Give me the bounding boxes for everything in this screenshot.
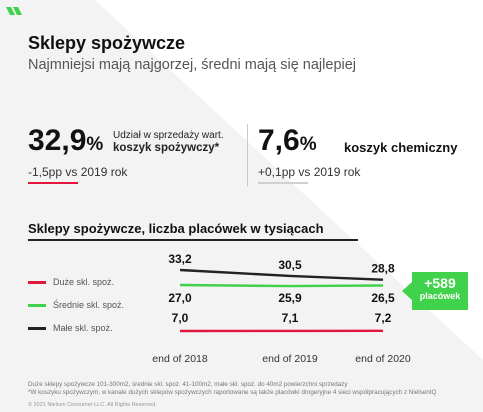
legend-label-medium: Średnie skl. spoż. — [53, 300, 125, 310]
badge-pointer — [402, 282, 412, 300]
kpi-chemical-value: 7,6 — [258, 124, 300, 157]
x-tick-label-2: end of 2020 — [355, 353, 411, 365]
series-line-2 — [179, 268, 384, 281]
x-tick-label-1: end of 2019 — [262, 353, 318, 365]
footnote-line2: *W koszyku spożywczym, w kanale dużych s… — [28, 389, 437, 396]
chart-title-underline — [28, 239, 358, 241]
legend-item-medium: Średnie skl. spoż. — [28, 300, 124, 310]
kpi-chemical-description: koszyk chemiczny — [344, 140, 458, 155]
kpi-chemical-change: +0,1pp vs 2019 rok — [258, 165, 361, 179]
growth-badge: +589 placówek — [412, 272, 468, 310]
chart-title: Sklepy spożywcze, liczba placówek w tysi… — [28, 221, 324, 236]
legend-swatch-large — [28, 280, 46, 284]
series-line-1 — [179, 283, 384, 288]
kpi-chemical-unit: % — [299, 134, 317, 155]
data-label-2-1: 30,5 — [278, 258, 302, 272]
growth-badge-value: +589 — [424, 275, 456, 291]
data-label-0-1: 7,1 — [282, 311, 299, 325]
x-tick-label-0: end of 2018 — [152, 353, 208, 365]
kpi-food-desc-line2: koszyk spożywczy* — [113, 142, 220, 154]
data-label-2-2: 28,8 — [371, 262, 395, 276]
data-label-1-0: 27,0 — [168, 291, 192, 305]
kpi-food-share: 32,9% — [28, 124, 103, 158]
footnote: Duże sklepy spożywcze 101-300m2, średnie… — [28, 381, 436, 397]
growth-badge-label: placówek — [419, 291, 461, 301]
kpi-food-description: Udział w sprzedaży wart. koszyk spożywcz… — [113, 129, 224, 155]
data-label-1-2: 26,5 — [371, 291, 395, 305]
legend-item-large: Duże skl. spoż. — [28, 277, 114, 287]
kpi-food-underline — [28, 182, 78, 184]
data-label-0-0: 7,0 — [172, 311, 189, 325]
kpi-food-change: -1,5pp vs 2019 rok — [28, 165, 128, 179]
data-label-0-2: 7,2 — [375, 311, 392, 325]
legend-label-small: Małe skl. spoż. — [53, 323, 113, 333]
copyright: © 2021 Nielsen Consumer LLC. All Rights … — [28, 402, 157, 408]
brand-logo-icon — [6, 7, 22, 15]
kpi-food-desc-line1: Udział w sprzedaży wart. — [113, 130, 224, 141]
legend-swatch-medium — [28, 303, 46, 307]
data-label-2-0: 33,2 — [168, 252, 192, 266]
data-label-1-1: 25,9 — [278, 291, 302, 305]
footnote-line1: Duże sklepy spożywcze 101-300m2, średnie… — [28, 381, 348, 388]
kpi-food-value: 32,9 — [28, 124, 87, 157]
kpi-chemical-share: 7,6% — [258, 124, 317, 158]
kpi-chemical-underline — [258, 182, 308, 184]
legend-swatch-small — [28, 326, 46, 330]
legend-label-large: Duże skl. spoż. — [53, 277, 115, 287]
kpi-divider — [247, 124, 248, 186]
legend-item-small: Małe skl. spoż. — [28, 323, 113, 333]
kpi-food-unit: % — [86, 134, 104, 155]
page-subtitle: Najmniejsi mają najgorzej, średni mają s… — [28, 57, 357, 73]
page-title: Sklepy spożywcze — [28, 33, 186, 53]
